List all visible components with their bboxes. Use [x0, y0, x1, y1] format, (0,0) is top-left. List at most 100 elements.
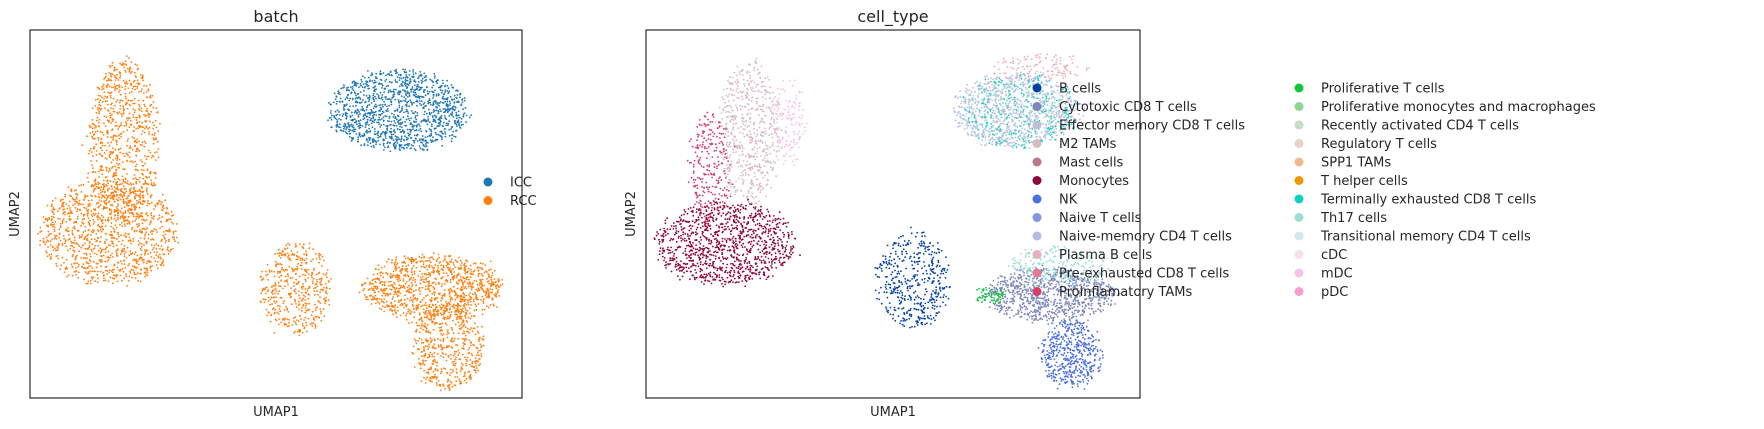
data-point — [316, 315, 318, 318]
data-point — [334, 110, 337, 113]
data-point — [54, 221, 57, 223]
data-point — [139, 237, 142, 240]
data-point — [454, 290, 456, 293]
data-point — [113, 263, 116, 266]
data-point — [446, 104, 448, 107]
data-point — [386, 105, 388, 108]
data-point — [374, 85, 377, 88]
data-point — [436, 353, 439, 355]
data-point — [446, 333, 448, 336]
data-point — [449, 298, 452, 301]
data-point — [172, 222, 175, 225]
data-point — [101, 225, 104, 228]
data-point — [367, 87, 370, 90]
data-point — [449, 260, 452, 263]
data-point — [299, 257, 301, 260]
data-point — [349, 129, 351, 132]
data-point — [432, 102, 435, 104]
data-point — [464, 285, 467, 288]
data-point — [281, 254, 284, 257]
data-point — [135, 217, 138, 220]
data-point — [418, 289, 420, 291]
data-point — [381, 83, 383, 85]
data-point — [464, 334, 467, 337]
data-point — [417, 275, 420, 277]
data-point — [444, 310, 447, 313]
data-point — [137, 169, 139, 172]
data-point — [457, 90, 459, 92]
data-point — [490, 282, 493, 285]
data-point — [413, 311, 416, 314]
data-point — [141, 222, 144, 225]
data-point — [152, 246, 155, 249]
data-point — [390, 130, 393, 133]
data-point — [336, 121, 339, 124]
data-point — [435, 80, 438, 83]
data-point — [301, 258, 304, 261]
data-point — [298, 334, 301, 337]
data-point — [379, 70, 382, 73]
data-point — [433, 294, 436, 296]
data-point — [288, 318, 291, 321]
data-point — [99, 153, 102, 156]
data-point — [458, 116, 461, 119]
data-point — [361, 283, 364, 286]
data-point — [412, 345, 415, 348]
data-point — [425, 304, 428, 307]
data-point — [122, 168, 124, 171]
data-point — [143, 272, 146, 274]
data-point — [421, 80, 424, 83]
data-point — [291, 267, 293, 270]
data-point — [431, 271, 433, 273]
data-point — [147, 89, 150, 92]
data-point — [295, 303, 297, 305]
data-point — [376, 273, 379, 275]
data-point — [277, 323, 280, 326]
data-point — [375, 72, 378, 75]
data-point — [139, 116, 141, 119]
data-point — [371, 80, 374, 82]
data-point — [463, 296, 466, 299]
data-point — [481, 308, 484, 311]
data-point — [153, 257, 156, 260]
data-point — [119, 151, 122, 154]
data-point — [128, 183, 130, 186]
data-point — [166, 219, 168, 222]
data-point — [154, 172, 157, 175]
data-point — [306, 271, 308, 274]
data-point — [264, 298, 267, 301]
data-point — [263, 288, 266, 291]
data-point — [392, 296, 394, 298]
data-point — [128, 220, 131, 223]
data-point — [389, 142, 391, 145]
data-point — [330, 126, 333, 129]
data-point — [100, 250, 103, 253]
data-point — [104, 266, 107, 268]
data-point — [358, 120, 360, 123]
data-point — [351, 81, 354, 84]
data-point — [446, 262, 449, 265]
data-point — [465, 121, 467, 124]
data-point — [450, 381, 453, 384]
data-point — [439, 121, 441, 124]
data-point — [150, 238, 152, 241]
data-point — [96, 86, 99, 89]
data-point — [404, 93, 407, 96]
data-point — [151, 248, 154, 251]
data-point — [129, 272, 132, 274]
data-point — [153, 134, 156, 136]
data-point — [146, 227, 149, 230]
data-point — [413, 272, 416, 275]
data-point — [164, 241, 167, 244]
data-point — [154, 205, 157, 208]
data-point — [393, 142, 396, 144]
data-point — [148, 223, 151, 226]
data-point — [460, 368, 463, 370]
data-point — [121, 182, 124, 185]
data-point — [116, 184, 119, 186]
data-point — [405, 74, 407, 76]
data-point — [75, 189, 78, 191]
data-point — [92, 137, 95, 140]
data-point — [376, 93, 378, 95]
data-point — [462, 364, 464, 366]
